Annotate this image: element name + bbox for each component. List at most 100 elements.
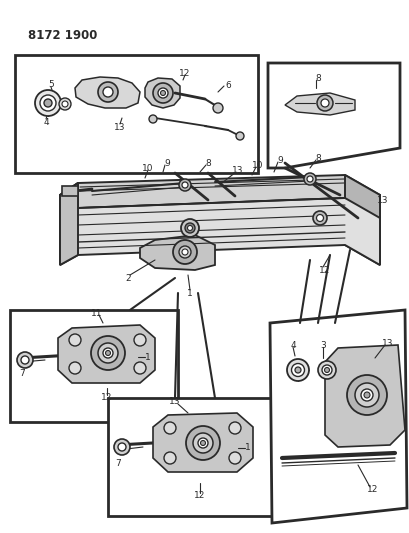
Polygon shape [60, 198, 379, 265]
Polygon shape [145, 78, 180, 108]
Text: 11: 11 [91, 309, 103, 318]
Circle shape [164, 422, 175, 434]
Polygon shape [270, 310, 406, 523]
Polygon shape [153, 413, 252, 472]
Polygon shape [60, 183, 78, 218]
Text: 5: 5 [48, 79, 54, 88]
Circle shape [179, 179, 191, 191]
Text: 12: 12 [101, 393, 112, 402]
Circle shape [316, 214, 323, 222]
Circle shape [213, 103, 222, 113]
Circle shape [184, 223, 195, 233]
Circle shape [291, 364, 304, 376]
Circle shape [187, 225, 192, 230]
Circle shape [303, 173, 315, 185]
Circle shape [134, 362, 146, 374]
Text: 1: 1 [245, 443, 250, 453]
Text: 10: 10 [252, 160, 263, 169]
Polygon shape [60, 175, 379, 218]
Circle shape [153, 83, 173, 103]
Polygon shape [58, 325, 155, 383]
Circle shape [114, 439, 130, 455]
Circle shape [193, 433, 213, 453]
Circle shape [59, 98, 71, 110]
Text: 3: 3 [319, 341, 325, 350]
Text: 10: 10 [142, 164, 153, 173]
Circle shape [321, 365, 331, 375]
Bar [10, 310, 178, 422]
Polygon shape [284, 93, 354, 115]
Circle shape [294, 367, 300, 373]
Circle shape [363, 392, 369, 398]
Circle shape [62, 101, 68, 107]
Circle shape [98, 343, 118, 363]
Text: 7: 7 [115, 459, 121, 469]
Text: 13: 13 [231, 166, 243, 174]
Circle shape [105, 351, 110, 356]
Circle shape [164, 452, 175, 464]
Circle shape [17, 352, 33, 368]
Text: 4: 4 [43, 117, 49, 126]
Text: 12: 12 [194, 491, 205, 500]
Circle shape [103, 87, 113, 97]
Circle shape [324, 367, 329, 373]
Circle shape [198, 438, 207, 448]
Text: 8: 8 [315, 74, 320, 83]
Circle shape [346, 375, 386, 415]
Polygon shape [344, 175, 379, 265]
Circle shape [229, 452, 240, 464]
Polygon shape [139, 235, 214, 270]
Text: 13: 13 [114, 123, 126, 132]
Circle shape [286, 359, 308, 381]
Circle shape [148, 115, 157, 123]
Circle shape [40, 95, 56, 111]
Circle shape [91, 336, 125, 370]
Text: 6: 6 [225, 80, 230, 90]
Polygon shape [75, 77, 139, 108]
Polygon shape [62, 186, 78, 196]
Text: 8: 8 [315, 154, 320, 163]
Circle shape [182, 249, 188, 255]
Circle shape [134, 334, 146, 346]
Circle shape [354, 383, 378, 407]
Text: 1: 1 [145, 352, 151, 361]
Text: 8172 1900: 8172 1900 [28, 28, 97, 42]
Text: 9: 9 [164, 158, 169, 167]
Circle shape [200, 440, 205, 446]
Circle shape [306, 176, 312, 182]
Circle shape [360, 389, 372, 401]
Circle shape [160, 91, 165, 95]
Polygon shape [60, 183, 78, 265]
Bar [15, 55, 257, 173]
Circle shape [317, 361, 335, 379]
Text: 4: 4 [290, 341, 295, 350]
Circle shape [98, 82, 118, 102]
Circle shape [180, 219, 198, 237]
Circle shape [173, 240, 196, 264]
Circle shape [157, 88, 168, 98]
Text: 13: 13 [381, 338, 393, 348]
Circle shape [179, 246, 191, 258]
Circle shape [118, 443, 126, 451]
Circle shape [236, 132, 243, 140]
Text: 2: 2 [125, 273, 130, 282]
Text: 8: 8 [204, 158, 210, 167]
Circle shape [186, 426, 220, 460]
Text: 12: 12 [179, 69, 190, 77]
Text: 1: 1 [187, 288, 192, 297]
Circle shape [312, 211, 326, 225]
Text: 12: 12 [319, 265, 330, 274]
Polygon shape [267, 63, 399, 168]
Circle shape [229, 422, 240, 434]
Text: 13: 13 [376, 196, 388, 205]
Circle shape [21, 356, 29, 364]
Polygon shape [324, 345, 404, 447]
Circle shape [69, 362, 81, 374]
Text: 13: 13 [169, 398, 180, 407]
Circle shape [35, 90, 61, 116]
Circle shape [182, 182, 188, 188]
Circle shape [320, 99, 328, 107]
Circle shape [316, 95, 332, 111]
Circle shape [44, 99, 52, 107]
Bar [108, 398, 299, 516]
